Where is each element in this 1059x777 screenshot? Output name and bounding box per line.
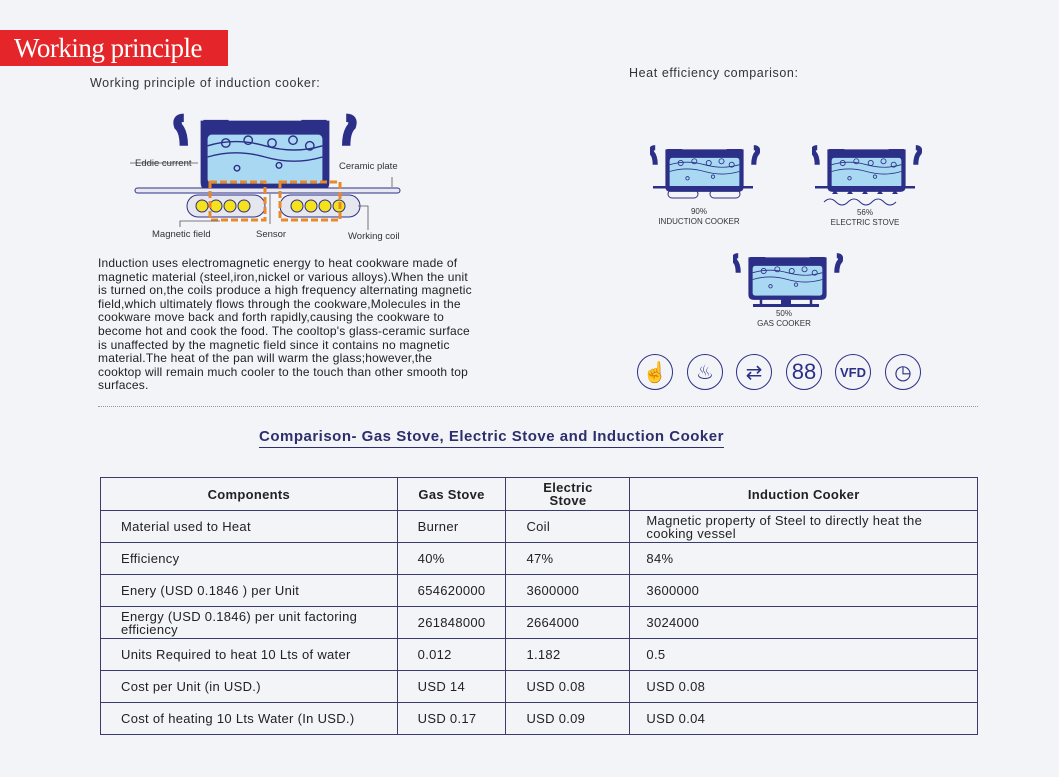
table-cell: Cost of heating 10 Lts Water (In USD.): [100, 702, 398, 735]
efficiency-induction: 90% INDUCTION COOKER: [634, 207, 764, 227]
table-cell: Coil: [505, 510, 631, 543]
table-row: Energy (USD 0.1846) per unit factoring e…: [100, 606, 978, 639]
table-row: Material used to Heat Burner Coil Magnetic …: [100, 510, 978, 543]
comparison-table: Components Gas Stove Electric Stove Indu…: [100, 477, 978, 735]
table-cell: Efficiency: [100, 542, 398, 575]
divider: [98, 406, 978, 407]
table-cell: Magnetic property of Steel to directly h…: [629, 510, 978, 543]
table-row: Cost of heating 10 Lts Water (In USD.) US…: [100, 702, 978, 735]
table-cell: USD 0.08: [629, 670, 978, 703]
efficiency-label: GAS COOKER: [757, 319, 811, 328]
label-sensor: Sensor: [256, 229, 287, 240]
section-banner: Working principle: [0, 30, 228, 66]
header-cell: Gas Stove: [396, 477, 507, 511]
induction-cooker-illustration: [650, 142, 760, 199]
table-cell: Enery (USD 0.1846 ) per Unit: [100, 574, 398, 607]
description-paragraph: Induction uses electromagnetic energy to…: [98, 256, 472, 393]
table-cell: 84%: [629, 542, 978, 575]
efficiency-label: INDUCTION COOKER: [658, 217, 740, 226]
table-cell: 261848000: [396, 606, 507, 639]
header-cell: Electric Stove: [505, 477, 631, 511]
header-cell: Induction Cooker: [629, 477, 978, 511]
table-cell: 2664000: [505, 606, 631, 639]
table-header-row: Components Gas Stove Electric Stove Indu…: [100, 477, 978, 511]
label-ceramic-plate: Ceramic plate: [339, 161, 398, 172]
table-cell: 3024000: [629, 606, 978, 639]
label-working-coil: Working coil: [348, 231, 400, 242]
table-cell: USD 0.09: [505, 702, 631, 735]
table-cell: USD 0.17: [396, 702, 507, 735]
right-subtitle: Heat efficiency comparison:: [629, 66, 799, 80]
table-cell: USD 14: [396, 670, 507, 703]
table-cell: Material used to Heat: [100, 510, 398, 543]
efficiency-value: 50%: [775, 309, 792, 318]
table-cell: 3600000: [505, 574, 631, 607]
label-eddie-current: Eddie current: [135, 158, 192, 169]
label-magnetic-field: Magnetic field: [152, 229, 211, 240]
table-cell: 40%: [396, 542, 507, 575]
vfd-icon: VFD: [835, 354, 871, 390]
left-subtitle: Working principle of induction cooker:: [90, 76, 321, 90]
table-row: Units Required to heat 10 Lts of water 0.…: [100, 638, 978, 671]
table-cell: 1.182: [505, 638, 631, 671]
efficiency-gas: 50% GAS COOKER: [719, 309, 849, 329]
comparison-title: Comparison- Gas Stove, Electric Stove an…: [259, 428, 724, 448]
induction-diagram: [130, 110, 401, 230]
clock-icon: ◷: [885, 354, 921, 390]
digital-display-icon: 88: [786, 354, 822, 390]
table-cell: Cost per Unit (in USD.): [100, 670, 398, 703]
table-row: Cost per Unit (in USD.) USD 14 USD 0.08 USD…: [100, 670, 978, 703]
table-cell: Units Required to heat 10 Lts of water: [100, 638, 398, 671]
efficiency-value: 90%: [690, 207, 707, 216]
touch-control-icon: ☝: [637, 354, 673, 390]
table-cell: 0.012: [396, 638, 507, 671]
electric-stove-illustration: [812, 142, 922, 206]
table-cell: 0.5: [629, 638, 978, 671]
table-cell: Energy (USD 0.1846) per unit factoring e…: [100, 606, 398, 639]
recycle-icon: ⇄: [736, 354, 772, 390]
flame-icon: ♨: [687, 354, 723, 390]
table-cell: 654620000: [396, 574, 507, 607]
gas-cooker-illustration: [733, 250, 843, 307]
table-row: Enery (USD 0.1846 ) per Unit 654620000 360…: [100, 574, 978, 607]
table-cell: 47%: [505, 542, 631, 575]
table-cell: Burner: [396, 510, 507, 543]
table-cell: 3600000: [629, 574, 978, 607]
header-cell: Components: [100, 477, 398, 511]
table-row: Efficiency 40% 47% 84%: [100, 542, 978, 575]
efficiency-electric: 56% ELECTRIC STOVE: [800, 208, 930, 228]
table-cell: USD 0.08: [505, 670, 631, 703]
efficiency-label: ELECTRIC STOVE: [830, 218, 900, 227]
table-cell: USD 0.04: [629, 702, 978, 735]
efficiency-value: 56%: [856, 208, 873, 217]
